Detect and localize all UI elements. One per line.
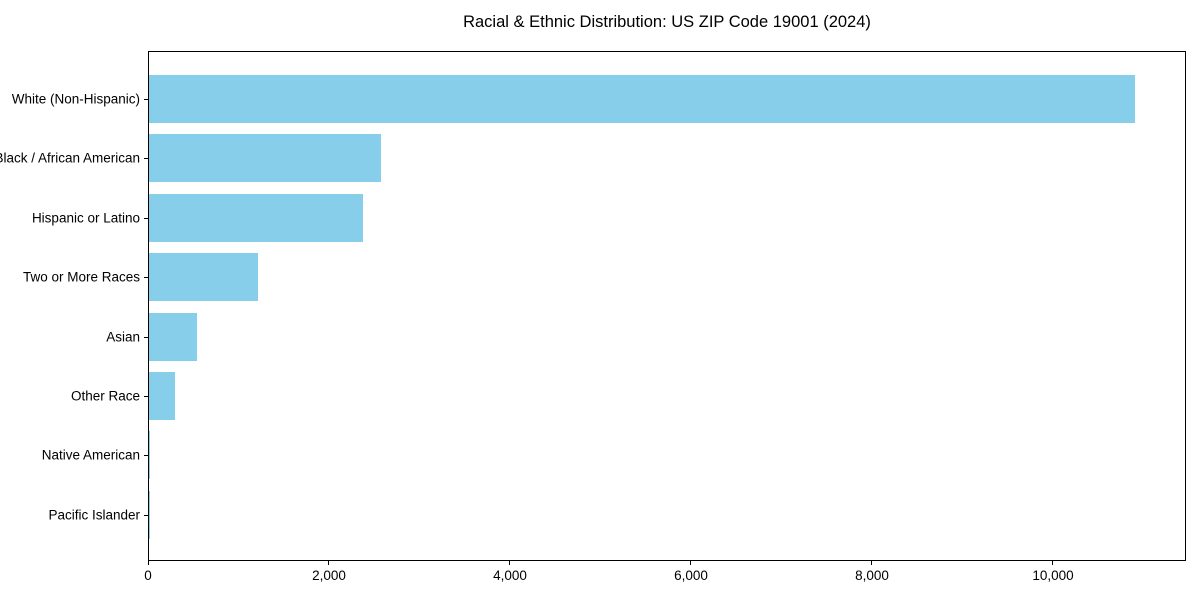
bar-row: Pacific Islander xyxy=(48,485,1185,544)
x-tick-mark xyxy=(509,561,511,565)
bar-row: Black / African American xyxy=(0,128,1185,187)
x-tick-mark xyxy=(871,561,873,565)
chart-title: Racial & Ethnic Distribution: US ZIP Cod… xyxy=(463,13,871,31)
x-tick-label: 8,000 xyxy=(855,568,889,583)
y-tick-mark xyxy=(144,455,148,457)
bar xyxy=(149,253,259,302)
bar xyxy=(149,134,382,183)
x-tick-label: 0 xyxy=(144,568,152,583)
bar xyxy=(149,74,1136,123)
y-tick-mark xyxy=(144,158,148,160)
x-tick-mark xyxy=(328,561,330,565)
bar-row: Hispanic or Latino xyxy=(32,188,1185,247)
plot-area: White (Non-Hispanic) Black / African Ame… xyxy=(0,51,1186,561)
y-axis-category-label: Hispanic or Latino xyxy=(31,210,140,226)
y-tick-mark xyxy=(144,217,148,219)
x-tick-mark xyxy=(147,561,149,565)
y-tick-mark xyxy=(144,514,148,516)
y-axis-category-label: White (Non-Hispanic) xyxy=(11,91,140,107)
x-tick-mark xyxy=(690,561,692,565)
x-tick-label: 10,000 xyxy=(1032,568,1074,583)
y-tick-mark xyxy=(144,336,148,338)
x-axis: 0 2,000 4,000 6,000 8,000 10,000 xyxy=(144,561,1186,591)
y-axis-category-label: Black / African American xyxy=(0,150,140,166)
x-tick-label: 6,000 xyxy=(674,568,708,583)
x-tick-label: 4,000 xyxy=(493,568,527,583)
bar xyxy=(149,371,176,420)
y-tick-mark xyxy=(144,277,148,279)
y-axis-category-label: Asian xyxy=(106,329,140,345)
y-tick-mark xyxy=(144,395,148,397)
y-axis-category-label: Native American xyxy=(41,447,140,463)
y-tick-mark xyxy=(144,98,148,100)
y-axis-category-label: Pacific Islander xyxy=(48,507,140,523)
bar xyxy=(149,312,197,361)
y-axis-category-label: Two or More Races xyxy=(22,269,140,285)
bar-row: Asian xyxy=(106,307,1185,366)
bar-row: Other Race xyxy=(71,366,1185,425)
x-tick-mark xyxy=(1052,561,1054,565)
bar xyxy=(149,193,364,242)
bar-row: White (Non-Hispanic) xyxy=(12,69,1185,128)
x-tick-label: 2,000 xyxy=(312,568,346,583)
bar xyxy=(149,431,151,480)
bar-row: Native American xyxy=(42,426,1185,485)
y-axis-category-label: Other Race xyxy=(70,388,140,404)
bar-row: Two or More Races xyxy=(23,247,1185,306)
